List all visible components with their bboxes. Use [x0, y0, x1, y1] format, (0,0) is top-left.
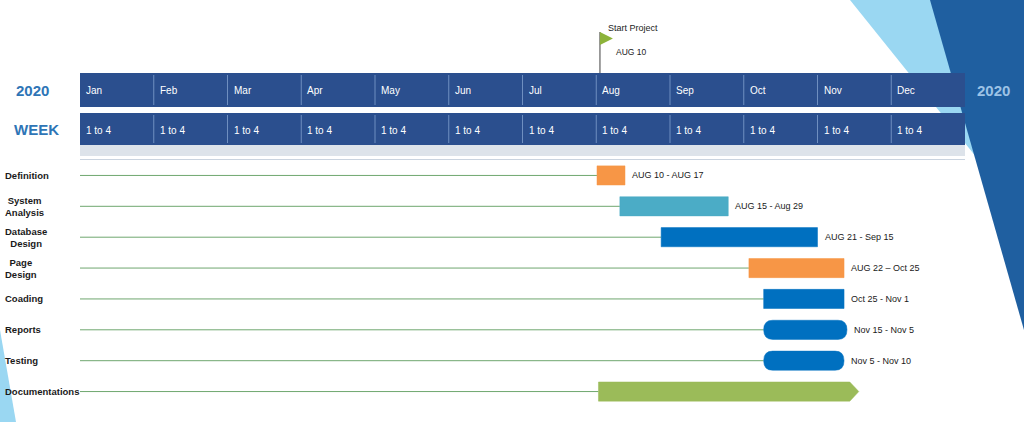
- svg-text:AUG 15 - Aug 29: AUG 15 - Aug 29: [735, 201, 803, 211]
- svg-text:WEEK: WEEK: [14, 121, 59, 138]
- svg-text:Documentations: Documentations: [5, 386, 79, 397]
- svg-text:2020: 2020: [977, 82, 1010, 99]
- svg-text:Aug: Aug: [602, 85, 620, 96]
- svg-text:1 to 4: 1 to 4: [602, 125, 627, 136]
- svg-text:1 to 4: 1 to 4: [529, 125, 554, 136]
- svg-text:1 to 4: 1 to 4: [381, 125, 406, 136]
- svg-text:PageDesign: PageDesign: [5, 257, 37, 280]
- svg-text:1 to 4: 1 to 4: [750, 125, 775, 136]
- svg-text:AUG 10 - AUG 17: AUG 10 - AUG 17: [632, 170, 704, 180]
- svg-text:DatabaseDesign: DatabaseDesign: [5, 226, 47, 249]
- svg-text:2020: 2020: [16, 82, 49, 99]
- svg-text:1 to 4: 1 to 4: [234, 125, 259, 136]
- svg-text:SystemAnalysis: SystemAnalysis: [5, 195, 44, 218]
- svg-text:Apr: Apr: [307, 85, 323, 96]
- svg-text:Jun: Jun: [455, 85, 471, 96]
- svg-text:May: May: [381, 85, 400, 96]
- svg-text:Mar: Mar: [234, 85, 252, 96]
- svg-text:1 to 4: 1 to 4: [160, 125, 185, 136]
- svg-text:AUG 10: AUG 10: [616, 47, 647, 57]
- svg-text:Feb: Feb: [160, 85, 178, 96]
- svg-text:Jan: Jan: [86, 85, 102, 96]
- svg-text:Sep: Sep: [676, 85, 694, 96]
- svg-text:Jul: Jul: [529, 85, 542, 96]
- svg-text:AUG 21 - Sep 15: AUG 21 - Sep 15: [825, 232, 894, 242]
- svg-text:1 to 4: 1 to 4: [307, 125, 332, 136]
- svg-text:Start Project: Start Project: [608, 23, 658, 33]
- svg-text:Oct: Oct: [750, 85, 766, 96]
- svg-text:1 to 4: 1 to 4: [824, 125, 849, 136]
- svg-text:Definition: Definition: [5, 170, 49, 181]
- svg-text:Dec: Dec: [897, 85, 915, 96]
- svg-text:Nov 15 - Nov 5: Nov 15 - Nov 5: [854, 325, 914, 335]
- svg-text:AUG 22 – Oct 25: AUG 22 – Oct 25: [851, 263, 920, 273]
- svg-text:Coading: Coading: [5, 293, 43, 304]
- svg-text:Reports: Reports: [5, 324, 41, 335]
- svg-text:Nov: Nov: [824, 85, 842, 96]
- svg-text:Oct 25 - Nov 1: Oct 25 - Nov 1: [851, 294, 909, 304]
- svg-text:1 to 4: 1 to 4: [455, 125, 480, 136]
- svg-text:1 to 4: 1 to 4: [676, 125, 701, 136]
- svg-text:1 to 4: 1 to 4: [897, 125, 922, 136]
- svg-text:1 to 4: 1 to 4: [86, 125, 111, 136]
- svg-text:Nov 5 - Nov 10: Nov 5 - Nov 10: [851, 356, 911, 366]
- svg-text:Testing: Testing: [5, 355, 38, 366]
